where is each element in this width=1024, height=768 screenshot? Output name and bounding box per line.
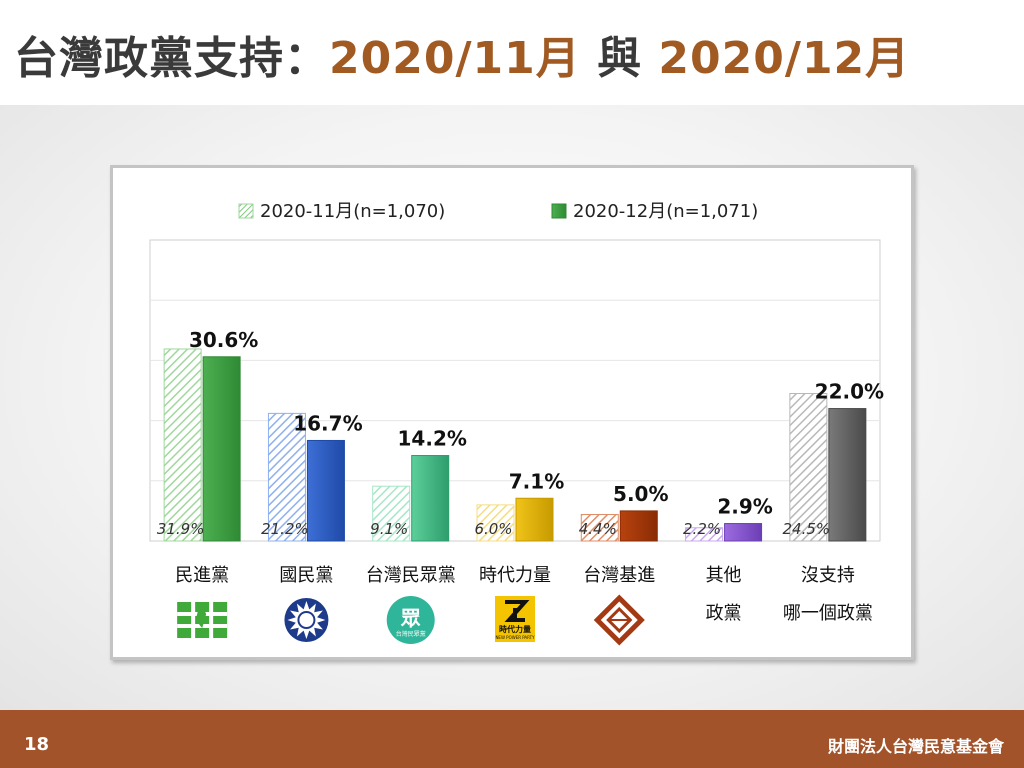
- bar-dec-6: [828, 408, 867, 542]
- value-label-dec: 30.6%: [189, 328, 258, 352]
- value-label-nov: 24.5%: [783, 520, 831, 538]
- kmt-logo-icon: [284, 598, 329, 642]
- legend-swatch-nov: [238, 203, 254, 219]
- title-conjunction: 與: [580, 33, 659, 84]
- title-bar: 台灣政黨支持：2020/11月 與 2020/12月: [0, 0, 1024, 105]
- chart-panel: 31.9% 30.6% 21.2% 16.7% 9.1% 14.2% 6.0% 7.1% 4.4…: [110, 165, 914, 660]
- title-prefix: 台灣政黨支持：: [14, 33, 329, 84]
- value-label-dec: 16.7%: [293, 411, 362, 435]
- bar-layer: [163, 348, 867, 542]
- bar-dec-0: [202, 356, 241, 542]
- value-label-dec: 5.0%: [613, 482, 668, 506]
- category-label: 時代力量: [479, 565, 551, 586]
- value-label-nov: 2.2%: [683, 520, 721, 538]
- category-label: 國民黨: [279, 565, 333, 586]
- tsp-logo-icon: [593, 594, 645, 646]
- footer-bar: [0, 710, 1024, 768]
- bar-nov-2: [372, 485, 411, 542]
- bar-dec-1: [306, 439, 345, 542]
- bar-dec-3: [515, 497, 554, 542]
- legend-label-nov: 2020-11月(n=1,070): [260, 201, 445, 222]
- bar-nov-0: [163, 348, 202, 542]
- svg-text:NEW POWER PARTY: NEW POWER PARTY: [495, 635, 535, 640]
- dpp-logo-icon: [177, 602, 228, 638]
- label-layer: 31.9% 30.6% 21.2% 16.7% 9.1% 14.2% 6.0% 7.1% 4.4…: [157, 328, 884, 538]
- value-label-dec: 7.1%: [509, 469, 564, 493]
- page-title: 台灣政黨支持：2020/11月 與 2020/12月: [14, 22, 910, 86]
- legend-swatch-dec: [551, 203, 567, 219]
- value-label-nov: 9.1%: [370, 520, 408, 538]
- value-label-nov: 4.4%: [579, 520, 617, 538]
- bar-dec-4: [619, 510, 658, 542]
- category-label: 其他: [706, 565, 742, 586]
- bar-nov-3: [476, 504, 515, 542]
- value-label-dec: 2.9%: [717, 495, 772, 519]
- bar-nov-1: [267, 412, 306, 542]
- legend: 2020-11月(n=1,070) 2020-12月(n=1,071): [238, 201, 758, 222]
- value-label-nov: 6.0%: [474, 520, 512, 538]
- page-number: 18: [24, 734, 50, 755]
- value-label-nov: 31.9%: [157, 520, 205, 538]
- organization-name: 財團法人台灣民意基金會: [827, 737, 1004, 756]
- category-label: 台灣民眾黨: [366, 565, 456, 586]
- category-label: 沒支持: [801, 565, 855, 586]
- category-label: 台灣基進: [583, 565, 655, 586]
- bar-dec-2: [411, 455, 450, 542]
- bar-nov-6: [789, 393, 828, 542]
- value-label-dec: 14.2%: [398, 427, 467, 451]
- legend-label-dec: 2020-12月(n=1,071): [573, 201, 758, 222]
- category-label: 民進黨: [175, 565, 229, 586]
- party-support-chart: 31.9% 30.6% 21.2% 16.7% 9.1% 14.2% 6.0% 7.1% 4.4…: [149, 201, 884, 646]
- svg-text:台灣民眾黨: 台灣民眾黨: [396, 630, 426, 638]
- category-label-line2: 哪一個政黨: [783, 603, 873, 624]
- bar-nov-5: [685, 527, 724, 542]
- title-period-1: 2020/11月: [329, 33, 581, 84]
- svg-text:眾: 眾: [400, 606, 421, 630]
- value-label-nov: 21.2%: [261, 520, 309, 538]
- svg-text:時代力量: 時代力量: [499, 624, 531, 634]
- category-label-line2: 政黨: [706, 603, 742, 624]
- bar-dec-5: [724, 523, 763, 542]
- title-period-2: 2020/12月: [658, 33, 911, 84]
- bar-nov-4: [580, 514, 619, 542]
- value-label-dec: 22.0%: [815, 380, 884, 404]
